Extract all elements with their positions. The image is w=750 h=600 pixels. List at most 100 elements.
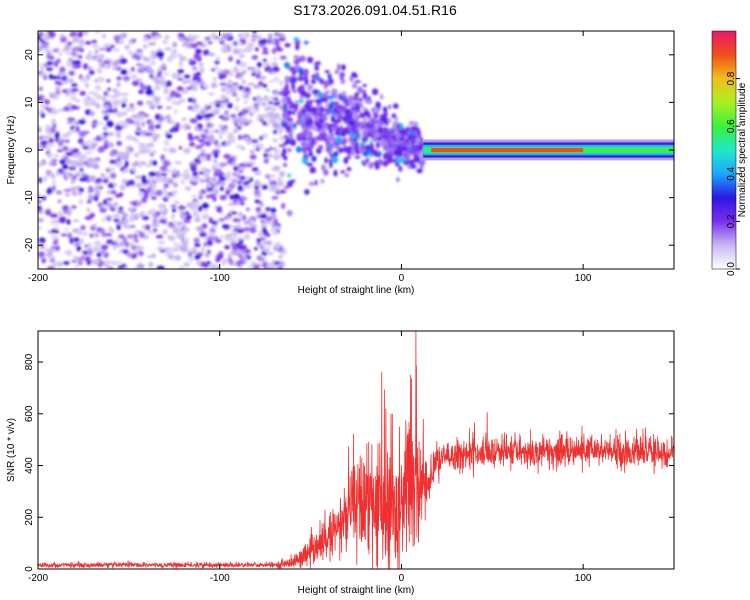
noise-speckle bbox=[172, 41, 178, 48]
noise-speckle bbox=[251, 72, 256, 77]
noise-speckle bbox=[251, 167, 259, 172]
noise-speckle bbox=[188, 58, 194, 62]
transition-speckle bbox=[283, 103, 287, 108]
transition-speckle bbox=[369, 146, 375, 154]
noise-speckle bbox=[182, 123, 190, 127]
noise-speckle bbox=[115, 124, 122, 132]
noise-speckle bbox=[188, 256, 195, 262]
transition-speckle bbox=[350, 140, 355, 147]
noise-speckle bbox=[68, 78, 74, 84]
noise-speckle bbox=[218, 134, 223, 140]
noise-speckle bbox=[38, 35, 42, 40]
noise-speckle bbox=[55, 80, 59, 85]
noise-speckle bbox=[103, 199, 108, 206]
noise-speckle bbox=[267, 240, 273, 247]
noise-speckle bbox=[270, 227, 277, 232]
noise-speckle bbox=[85, 54, 93, 61]
noise-speckle bbox=[250, 218, 254, 224]
noise-speckle bbox=[38, 62, 42, 67]
noise-speckle bbox=[153, 133, 161, 139]
noise-speckle bbox=[219, 68, 224, 73]
transition-speckle bbox=[365, 144, 370, 151]
noise-speckle bbox=[269, 184, 277, 189]
colorbar-tick-label: 0.0 bbox=[726, 262, 737, 276]
noise-speckle bbox=[118, 192, 124, 198]
noise-speckle bbox=[206, 261, 211, 265]
transition-speckle bbox=[303, 72, 309, 76]
noise-speckle bbox=[187, 135, 194, 141]
noise-speckle bbox=[244, 86, 251, 93]
noise-speckle bbox=[253, 189, 261, 196]
noise-speckle bbox=[195, 144, 203, 150]
noise-speckle bbox=[230, 114, 237, 118]
noise-speckle bbox=[117, 265, 125, 269]
transition-speckle bbox=[322, 122, 326, 127]
noise-speckle bbox=[46, 31, 52, 34]
noise-speckle bbox=[249, 223, 253, 228]
noise-speckle bbox=[114, 90, 122, 98]
noise-speckle bbox=[145, 224, 151, 231]
noise-speckle bbox=[140, 175, 147, 181]
transition-speckle bbox=[303, 40, 309, 45]
spectrogram-blobs bbox=[38, 31, 426, 269]
noise-speckle bbox=[61, 155, 66, 158]
x-tick-label: -100 bbox=[210, 273, 230, 284]
noise-speckle bbox=[213, 152, 219, 159]
transition-speckle bbox=[350, 151, 355, 156]
noise-speckle bbox=[78, 260, 83, 266]
noise-speckle bbox=[131, 167, 137, 172]
transition-speckle bbox=[355, 124, 359, 130]
noise-speckle bbox=[51, 162, 57, 166]
noise-speckle bbox=[198, 190, 203, 195]
transition-speckle bbox=[357, 115, 362, 118]
noise-speckle bbox=[189, 118, 198, 124]
noise-speckle bbox=[51, 110, 59, 114]
noise-speckle bbox=[122, 212, 129, 218]
transition-speckle bbox=[378, 120, 383, 124]
noise-speckle bbox=[151, 183, 157, 189]
transition-speckle bbox=[307, 148, 312, 152]
noise-speckle bbox=[170, 50, 177, 55]
transition-speckle bbox=[341, 79, 346, 82]
noise-speckle bbox=[141, 215, 150, 221]
noise-speckle bbox=[231, 171, 240, 178]
noise-speckle bbox=[256, 211, 264, 215]
noise-speckle bbox=[45, 50, 53, 54]
noise-speckle bbox=[245, 163, 253, 167]
noise-speckle bbox=[82, 250, 88, 256]
noise-speckle bbox=[138, 231, 145, 238]
noise-speckle bbox=[84, 256, 91, 262]
noise-speckle bbox=[262, 83, 268, 88]
noise-speckle bbox=[106, 215, 112, 222]
transition-speckle bbox=[398, 168, 403, 172]
noise-speckle bbox=[172, 227, 180, 234]
colorbar-tick-label: 0.8 bbox=[726, 71, 737, 85]
noise-speckle bbox=[220, 102, 229, 107]
noise-speckle bbox=[232, 82, 239, 86]
transition-speckle bbox=[364, 128, 370, 133]
noise-speckle bbox=[50, 213, 58, 218]
noise-speckle bbox=[239, 244, 247, 250]
noise-speckle bbox=[64, 192, 71, 197]
noise-speckle bbox=[248, 110, 254, 117]
noise-speckle bbox=[183, 174, 191, 181]
noise-speckle bbox=[58, 137, 63, 142]
noise-speckle bbox=[178, 36, 185, 42]
noise-speckle bbox=[164, 47, 172, 51]
noise-speckle bbox=[277, 266, 283, 269]
noise-speckle bbox=[122, 32, 127, 39]
noise-speckle bbox=[96, 252, 102, 258]
transition-speckle bbox=[339, 72, 346, 77]
noise-speckle bbox=[94, 191, 101, 195]
transition-speckle bbox=[402, 152, 408, 159]
noise-speckle bbox=[137, 262, 143, 267]
noise-speckle bbox=[94, 157, 101, 162]
noise-speckle bbox=[67, 130, 73, 136]
noise-speckle bbox=[77, 229, 83, 236]
noise-speckle bbox=[152, 218, 158, 223]
noise-speckle bbox=[51, 96, 60, 100]
noise-speckle bbox=[92, 142, 98, 147]
transition-speckle bbox=[340, 170, 346, 174]
noise-speckle bbox=[271, 48, 277, 54]
noise-speckle bbox=[151, 76, 159, 81]
